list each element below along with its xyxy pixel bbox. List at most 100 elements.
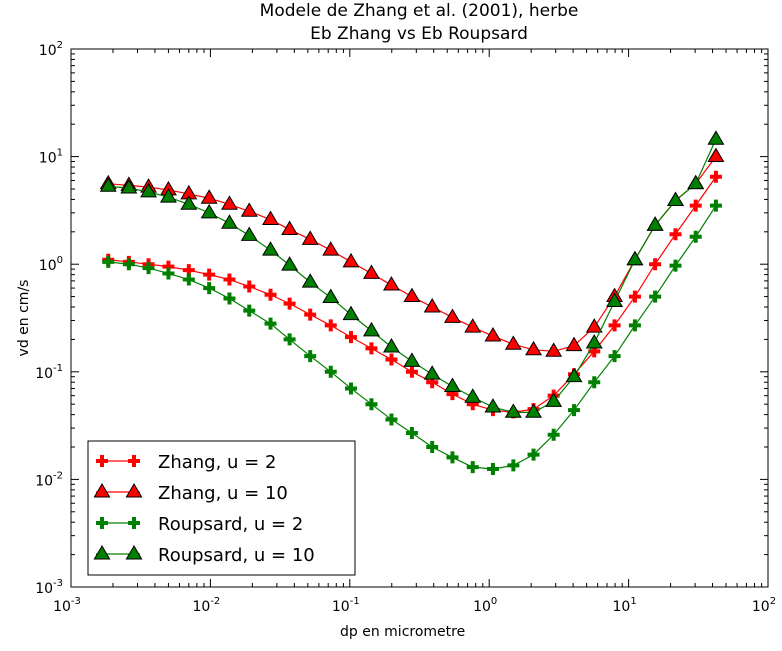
- legend-entry: Zhang, u = 10: [93, 483, 288, 504]
- series-2: [102, 199, 722, 475]
- data-point: [102, 255, 115, 268]
- data-point: [545, 392, 563, 407]
- data-point: [344, 382, 357, 395]
- data-point: [344, 331, 357, 344]
- data-point: [443, 377, 461, 392]
- data-point: [220, 195, 238, 210]
- data-point: [142, 262, 155, 275]
- data-point: [649, 258, 662, 271]
- data-point: [466, 461, 479, 474]
- data-point: [159, 188, 177, 203]
- x-tick-label: 100: [473, 596, 497, 615]
- data-point: [525, 403, 543, 418]
- data-point: [324, 319, 337, 332]
- data-point: [403, 287, 421, 303]
- data-point: [545, 342, 563, 357]
- data-point: [322, 241, 340, 256]
- data-point: [243, 280, 256, 293]
- legend-marker: [93, 483, 111, 498]
- legend-label: Roupsard, u = 10: [158, 545, 315, 566]
- data-point: [507, 459, 520, 472]
- legend-entry: Roupsard, u = 10: [93, 545, 315, 566]
- legend-marker: [125, 483, 143, 498]
- data-point: [243, 304, 256, 317]
- data-point: [140, 182, 158, 198]
- data-point: [426, 441, 439, 454]
- data-point: [301, 230, 319, 245]
- legend-marker: [128, 455, 140, 467]
- data-point: [382, 276, 400, 291]
- data-point: [99, 177, 117, 192]
- data-point: [120, 179, 138, 194]
- y-tick-label: 101: [39, 148, 63, 167]
- x-tick-label: 10-1: [332, 596, 360, 615]
- data-point: [669, 259, 682, 272]
- data-point: [223, 292, 236, 305]
- data-point: [220, 214, 238, 229]
- data-point: [200, 189, 218, 204]
- chart-subtitle: Eb Zhang vs Eb Roupsard: [310, 24, 528, 44]
- x-axis-label: dp en micrometre: [340, 624, 466, 640]
- data-point: [264, 317, 277, 330]
- data-point: [565, 367, 583, 383]
- data-point: [423, 298, 441, 313]
- data-point: [486, 462, 499, 475]
- data-point: [608, 319, 621, 332]
- x-tick-label: 102: [752, 596, 776, 615]
- data-point: [608, 350, 621, 363]
- data-point: [342, 305, 360, 321]
- data-point: [443, 308, 461, 323]
- data-point: [464, 388, 482, 403]
- data-point: [240, 226, 258, 241]
- data-point: [365, 342, 378, 355]
- data-point: [283, 333, 296, 346]
- ticks-layer: 10-3 10-2 10-1 100 101 102 10-3 10-2 10-1 100 101 1…: [35, 40, 776, 615]
- legend: Zhang, u = 2 Zhang, u = 10 Roupsard, u = 2…: [87, 440, 356, 576]
- data-point: [484, 327, 502, 342]
- data-point: [324, 365, 337, 378]
- legend-marker: [125, 545, 143, 560]
- data-point: [667, 191, 684, 207]
- data-point: [182, 273, 195, 286]
- data-point: [649, 290, 662, 303]
- legend-entry: Roupsard, u = 2: [96, 514, 303, 535]
- legend-marker: [96, 517, 108, 529]
- x-tick-label: 10-2: [192, 596, 220, 615]
- data-point: [122, 258, 135, 271]
- data-point: [405, 365, 418, 378]
- data-point: [446, 451, 459, 464]
- legend-marker: [96, 455, 108, 467]
- data-point: [707, 130, 725, 145]
- data-point: [281, 256, 299, 271]
- data-point: [385, 353, 398, 366]
- data-point: [628, 290, 641, 303]
- data-point: [403, 352, 421, 367]
- x-tick-label: 101: [612, 596, 636, 615]
- data-point: [304, 350, 317, 363]
- y-tick-label: 10-1: [35, 363, 63, 382]
- data-point: [264, 288, 277, 301]
- y-tick-label: 10-2: [35, 470, 63, 489]
- data-point: [628, 319, 641, 332]
- data-point: [362, 264, 380, 279]
- data-point: [689, 230, 702, 243]
- legend-label: Roupsard, u = 2: [158, 514, 303, 535]
- y-tick-label: 100: [39, 255, 63, 274]
- data-point: [283, 297, 296, 310]
- data-point: [565, 336, 583, 352]
- data-point: [588, 376, 601, 389]
- data-point: [304, 308, 317, 321]
- y-tick-label: 10-3: [35, 578, 63, 597]
- data-point: [504, 335, 522, 350]
- data-point: [200, 203, 218, 219]
- data-point: [365, 398, 378, 411]
- data-point: [525, 340, 543, 356]
- data-point: [709, 199, 722, 212]
- data-point: [322, 288, 340, 303]
- data-point: [646, 216, 664, 231]
- data-point: [709, 170, 722, 183]
- data-point: [423, 365, 441, 380]
- series-layer: [99, 130, 725, 475]
- data-point: [203, 282, 216, 295]
